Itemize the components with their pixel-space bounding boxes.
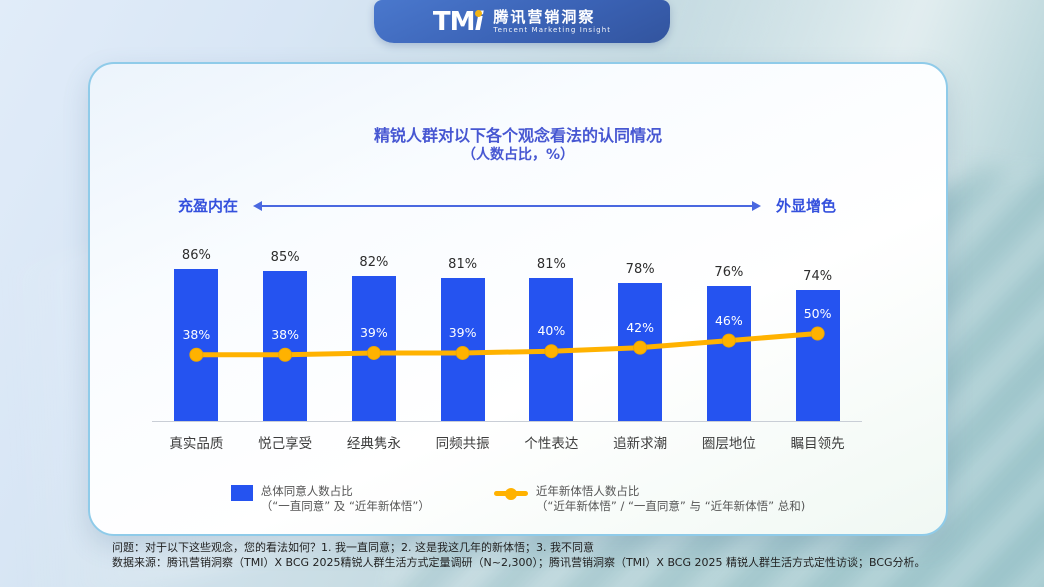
legend-item-line: 近年新体悟人数占比 （“近年新体悟” / “一直同意” 与 “近年新体悟” 总和… bbox=[493, 484, 806, 514]
line-value-label: 42% bbox=[626, 319, 655, 335]
logo-tm-text: TM bbox=[432, 6, 476, 37]
category-label: 同频共振 bbox=[435, 436, 490, 452]
axis-label-left: 充盈内在 bbox=[178, 197, 239, 215]
brand-text: 腾讯营销洞察 Tencent Marketing Insight bbox=[493, 7, 612, 35]
line-value-label: 40% bbox=[537, 323, 566, 339]
line-dot-icon bbox=[504, 487, 517, 500]
axis-label-right: 外显增色 bbox=[775, 197, 836, 215]
legend-label: 近年新体悟人数占比 bbox=[535, 484, 640, 498]
legend-item-bar: 总体同意人数占比 （“一直同意” 及 “近年新体悟”） bbox=[230, 484, 430, 514]
footnote-source: 数据来源：腾讯营销洞察（TMI）X BCG 2025精锐人群生活方式定量调研（N… bbox=[112, 555, 926, 569]
chart-title: 精锐人群对以下各个观念看法的认同情况 bbox=[373, 126, 662, 145]
line-value-label: 38% bbox=[271, 326, 300, 342]
category-label: 追新求潮 bbox=[613, 436, 668, 452]
category-label: 圈层地位 bbox=[701, 436, 756, 452]
double-arrow-icon bbox=[253, 200, 761, 211]
arrow-right-icon bbox=[751, 200, 761, 211]
line-value-label: 38% bbox=[182, 326, 211, 342]
line-value-label: 39% bbox=[448, 324, 477, 340]
category-axis: 真实品质 悦己享受 经典隽永 同频共振 个性表达 追新求潮 圈层地位 瞩目领先 bbox=[152, 432, 862, 452]
brand-name-en: Tencent Marketing Insight bbox=[493, 25, 612, 34]
line-value-label: 46% bbox=[714, 312, 743, 328]
axis-annotation-row: 充盈内在 外显增色 bbox=[178, 195, 836, 216]
bar-swatch-icon bbox=[230, 485, 253, 501]
brand-name-cn: 腾讯营销洞察 bbox=[493, 7, 596, 26]
tmi-logo-icon: TM i bbox=[432, 6, 484, 37]
legend-label: 总体同意人数占比 bbox=[260, 484, 353, 498]
brand-header: TM i 腾讯营销洞察 Tencent Marketing Insight bbox=[374, 0, 670, 43]
chart-subtitle: （人数占比，%） bbox=[461, 147, 575, 163]
line-swatch-icon bbox=[493, 487, 528, 500]
line-series bbox=[189, 326, 825, 362]
legend: 总体同意人数占比 （“一直同意” 及 “近年新体悟”） 近年新体悟人数占比 （“… bbox=[90, 484, 946, 514]
category-label: 真实品质 bbox=[169, 436, 224, 452]
arrow-left-icon bbox=[253, 200, 263, 211]
logo-i-text: i bbox=[474, 6, 483, 37]
line-value-label: 50% bbox=[803, 305, 832, 321]
legend-sublabel: （“近年新体悟” / “一直同意” 与 “近年新体悟” 总和) bbox=[535, 499, 806, 513]
line-value-label: 39% bbox=[359, 324, 388, 340]
footnote-question: 问题：对于以下这些观念，您的看法如何？1. 我一直同意；2. 这是我这几年的新体… bbox=[112, 541, 594, 554]
chart-plot-area: 86% 38% 85% 38% 82% 39% 81% 39% 81% 40% 78% 42% 76% 4… bbox=[152, 222, 862, 422]
category-label: 瞩目领先 bbox=[790, 436, 845, 452]
arrow-line bbox=[262, 204, 752, 207]
chart-card: 精锐人群对以下各个观念看法的认同情况 （人数占比，%） 充盈内在 外显增色 86… bbox=[88, 62, 948, 536]
footnotes: 问题：对于以下这些观念，您的看法如何？1. 我一直同意；2. 这是我这几年的新体… bbox=[112, 541, 926, 570]
category-label: 个性表达 bbox=[524, 436, 579, 452]
category-label: 经典隽永 bbox=[346, 436, 401, 452]
category-label: 悦己享受 bbox=[258, 436, 313, 452]
legend-sublabel: （“一直同意” 及 “近年新体悟”） bbox=[260, 499, 430, 513]
